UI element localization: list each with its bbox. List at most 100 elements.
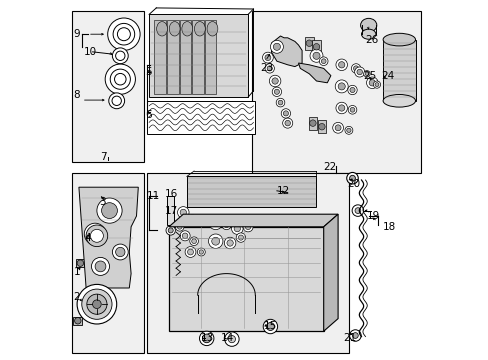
Circle shape <box>238 235 243 240</box>
Circle shape <box>337 83 345 90</box>
Circle shape <box>224 237 235 249</box>
Circle shape <box>231 223 243 234</box>
Text: 11: 11 <box>146 191 160 201</box>
Bar <box>168 227 323 331</box>
Circle shape <box>112 244 128 260</box>
Circle shape <box>366 77 377 89</box>
Circle shape <box>234 225 240 232</box>
Circle shape <box>92 300 101 309</box>
Circle shape <box>318 123 325 130</box>
Circle shape <box>346 172 358 184</box>
Text: 5: 5 <box>145 67 152 77</box>
Circle shape <box>224 332 239 346</box>
Circle shape <box>346 128 350 132</box>
Circle shape <box>338 105 344 111</box>
Circle shape <box>352 333 358 338</box>
Text: 26: 26 <box>365 35 378 45</box>
Circle shape <box>347 105 356 114</box>
Bar <box>76 259 84 267</box>
Text: 3: 3 <box>99 197 105 207</box>
Circle shape <box>224 222 228 228</box>
Bar <box>308 117 317 130</box>
Text: 8: 8 <box>73 90 80 100</box>
Circle shape <box>365 72 368 76</box>
Circle shape <box>166 226 175 235</box>
Circle shape <box>313 44 319 50</box>
Bar <box>219 255 226 267</box>
Circle shape <box>374 83 378 87</box>
Circle shape <box>243 222 253 232</box>
Circle shape <box>354 67 364 77</box>
Bar <box>305 37 313 50</box>
Circle shape <box>351 205 363 216</box>
Circle shape <box>356 69 362 75</box>
Polygon shape <box>79 187 138 288</box>
Circle shape <box>185 247 196 257</box>
Bar <box>147 173 348 353</box>
Circle shape <box>368 80 375 86</box>
Circle shape <box>335 102 347 114</box>
Circle shape <box>108 93 124 109</box>
Circle shape <box>209 217 222 230</box>
Text: 7: 7 <box>101 152 107 162</box>
Circle shape <box>199 250 203 254</box>
Circle shape <box>266 66 272 71</box>
Circle shape <box>282 118 292 128</box>
Circle shape <box>285 120 290 126</box>
Text: 10: 10 <box>84 47 97 57</box>
Text: 22: 22 <box>323 162 336 172</box>
Circle shape <box>309 49 322 62</box>
Text: 6: 6 <box>145 110 152 120</box>
Ellipse shape <box>206 22 218 36</box>
Polygon shape <box>298 63 330 83</box>
Text: 16: 16 <box>164 189 178 199</box>
Text: 14: 14 <box>221 333 234 343</box>
Circle shape <box>270 40 283 53</box>
Text: 1: 1 <box>73 267 80 277</box>
Bar <box>192 20 203 94</box>
Circle shape <box>211 237 219 245</box>
Ellipse shape <box>182 22 192 36</box>
Text: 2: 2 <box>73 292 80 302</box>
Polygon shape <box>168 214 337 227</box>
Text: 9: 9 <box>73 29 80 39</box>
Text: 19: 19 <box>366 211 379 221</box>
Circle shape <box>353 66 358 71</box>
Circle shape <box>182 233 187 239</box>
Circle shape <box>97 198 122 223</box>
Circle shape <box>349 87 354 93</box>
Ellipse shape <box>382 94 415 107</box>
Circle shape <box>87 294 107 314</box>
Circle shape <box>266 323 274 330</box>
Ellipse shape <box>382 33 415 46</box>
Circle shape <box>271 78 278 84</box>
Circle shape <box>373 81 380 88</box>
Circle shape <box>338 62 344 68</box>
Circle shape <box>208 234 223 248</box>
Ellipse shape <box>360 18 376 32</box>
Bar <box>149 14 247 97</box>
Circle shape <box>226 240 233 246</box>
Circle shape <box>349 107 354 112</box>
Bar <box>179 20 191 94</box>
Circle shape <box>75 318 81 324</box>
Text: 13: 13 <box>201 333 214 343</box>
Bar <box>186 176 316 207</box>
Bar <box>167 196 174 225</box>
Circle shape <box>95 261 106 272</box>
Circle shape <box>91 257 109 275</box>
Circle shape <box>278 100 282 105</box>
Ellipse shape <box>361 29 375 39</box>
Circle shape <box>197 248 205 256</box>
Circle shape <box>112 48 128 64</box>
Circle shape <box>177 207 189 218</box>
Circle shape <box>222 220 231 230</box>
Circle shape <box>321 59 325 64</box>
Text: 25: 25 <box>363 71 376 81</box>
Circle shape <box>272 87 281 96</box>
Circle shape <box>273 43 280 50</box>
Circle shape <box>212 220 219 227</box>
Circle shape <box>312 52 320 59</box>
Circle shape <box>349 330 361 341</box>
Circle shape <box>228 336 235 343</box>
